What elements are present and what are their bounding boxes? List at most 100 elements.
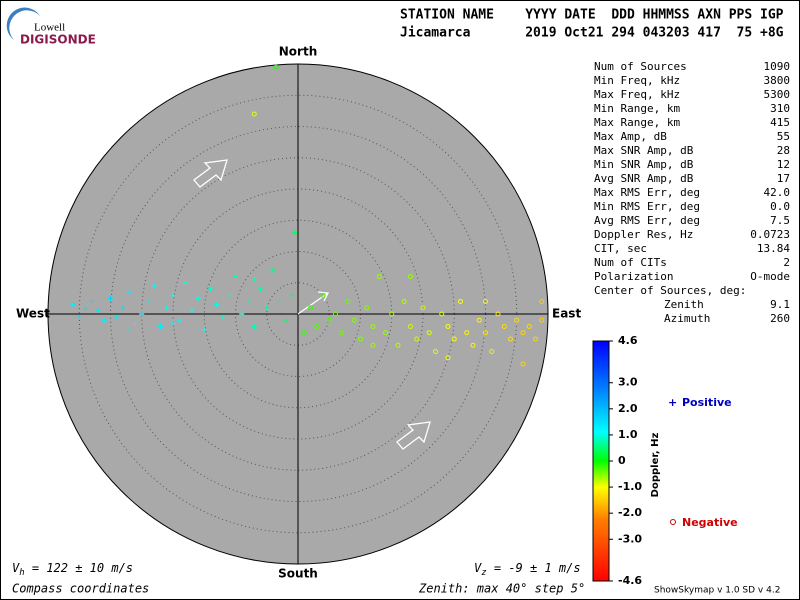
source-negative xyxy=(389,311,395,317)
source-positive xyxy=(120,305,126,311)
compass-north: North xyxy=(279,45,317,59)
stat-label: Avg SNR Amp, dB xyxy=(594,172,694,185)
source-negative xyxy=(470,342,476,348)
source-positive xyxy=(283,317,288,323)
source-negative xyxy=(333,311,338,317)
stat-label: Max Amp, dB xyxy=(594,130,667,143)
source-negative xyxy=(414,336,420,342)
stat-value: O-mode xyxy=(750,270,790,283)
stat-label: Min RMS Err, deg xyxy=(594,200,700,213)
source-negative xyxy=(308,305,313,311)
center-value: 260 xyxy=(770,312,790,325)
source-negative xyxy=(508,336,513,342)
stat-value: 17 xyxy=(777,172,790,185)
header-line: STATION NAME YYYY DATE DDD HHMMSS AXN PP… xyxy=(400,8,784,23)
legend-marker xyxy=(670,519,676,525)
source-negative xyxy=(345,299,351,304)
source-negative xyxy=(251,111,257,117)
source-positive xyxy=(220,314,226,320)
source-negative xyxy=(314,324,320,329)
colorbar-tick-label: 1.0 xyxy=(618,428,638,441)
source-positive xyxy=(270,267,276,273)
source-positive xyxy=(208,286,213,292)
source-positive xyxy=(201,327,207,333)
source-positive xyxy=(83,306,88,312)
zenith-note: Zenith: max 40° step 5° xyxy=(418,582,585,596)
source-positive xyxy=(226,292,232,298)
stat-value: 42.0 xyxy=(764,186,791,199)
legend-marker: + xyxy=(668,396,677,409)
source-negative xyxy=(451,336,457,342)
center-label: Azimuth xyxy=(664,312,710,325)
compass-south: South xyxy=(278,567,318,581)
center-label: Zenith xyxy=(664,298,704,311)
colorbar-tick-label: -3.0 xyxy=(618,532,642,545)
stat-value: 0.0 xyxy=(770,200,790,213)
stat-label: Min SNR Amp, dB xyxy=(594,158,694,171)
source-negative xyxy=(370,324,376,329)
stat-label: CIT, sec xyxy=(594,242,647,255)
source-negative xyxy=(483,299,488,304)
source-positive xyxy=(292,230,298,236)
source-positive xyxy=(195,295,201,301)
source-negative xyxy=(395,342,401,348)
logo-top: Lowell xyxy=(34,22,65,34)
center-title: Center of Sources, deg: xyxy=(594,284,746,297)
colorbar-label: Doppler, Hz xyxy=(650,433,661,498)
source-positive xyxy=(170,292,176,298)
source-negative xyxy=(539,299,545,304)
stat-label: Max SNR Amp, dB xyxy=(594,144,694,157)
stat-value: 415 xyxy=(770,116,790,129)
stat-value: 55 xyxy=(777,130,790,143)
source-positive xyxy=(151,283,157,289)
coords-note: Compass coordinates xyxy=(12,582,149,596)
source-positive xyxy=(183,280,188,286)
source-positive xyxy=(164,305,170,311)
source-positive xyxy=(95,308,101,314)
source-negative xyxy=(408,274,413,279)
source-negative xyxy=(514,317,520,323)
stat-value: 0.0723 xyxy=(750,228,790,241)
source-positive xyxy=(245,299,251,304)
stat-label: Max Range, km xyxy=(594,116,680,129)
source-positive xyxy=(233,274,238,279)
source-positive xyxy=(126,289,132,295)
source-negative xyxy=(483,330,488,336)
stat-value: 28 xyxy=(777,144,790,157)
source-negative xyxy=(301,330,307,336)
source-negative xyxy=(351,317,357,323)
colorbar-tick-label: 3.0 xyxy=(618,376,638,389)
stat-value: 1090 xyxy=(764,60,791,73)
source-positive xyxy=(170,320,176,326)
stat-label: Doppler Res, Hz xyxy=(594,228,693,241)
colorbar-tick-label: -2.0 xyxy=(618,506,642,519)
source-negative xyxy=(364,305,370,311)
stat-label: Min Range, km xyxy=(594,102,680,115)
source-negative xyxy=(445,355,451,361)
source-negative xyxy=(489,349,495,354)
vz-label: Vz = -9 ± 1 m/s xyxy=(474,561,581,578)
source-positive xyxy=(114,314,120,320)
source-positive xyxy=(258,286,263,292)
source-positive xyxy=(176,317,182,323)
drift-arrows xyxy=(193,159,431,450)
source-positive xyxy=(89,299,95,304)
compass-east: East xyxy=(552,307,581,321)
legend-negative: Negative xyxy=(682,516,738,529)
stat-label: Avg RMS Err, deg xyxy=(594,214,700,227)
source-positive xyxy=(139,311,145,317)
stat-value: 310 xyxy=(770,102,790,115)
source-negative xyxy=(439,311,445,317)
legend-positive: Positive xyxy=(682,396,732,409)
stat-value: 12 xyxy=(777,158,790,171)
source-negative xyxy=(476,317,482,323)
source-negative xyxy=(464,330,470,336)
source-negative xyxy=(426,330,432,336)
version: ShowSkymap v 1.0 SD v 4.2 xyxy=(654,586,780,596)
source-positive xyxy=(145,299,151,304)
stat-label: Max RMS Err, deg xyxy=(594,186,700,199)
source-positive xyxy=(214,302,220,308)
source-positive xyxy=(289,292,295,298)
source-negative xyxy=(539,317,545,323)
source-positive xyxy=(158,324,163,329)
